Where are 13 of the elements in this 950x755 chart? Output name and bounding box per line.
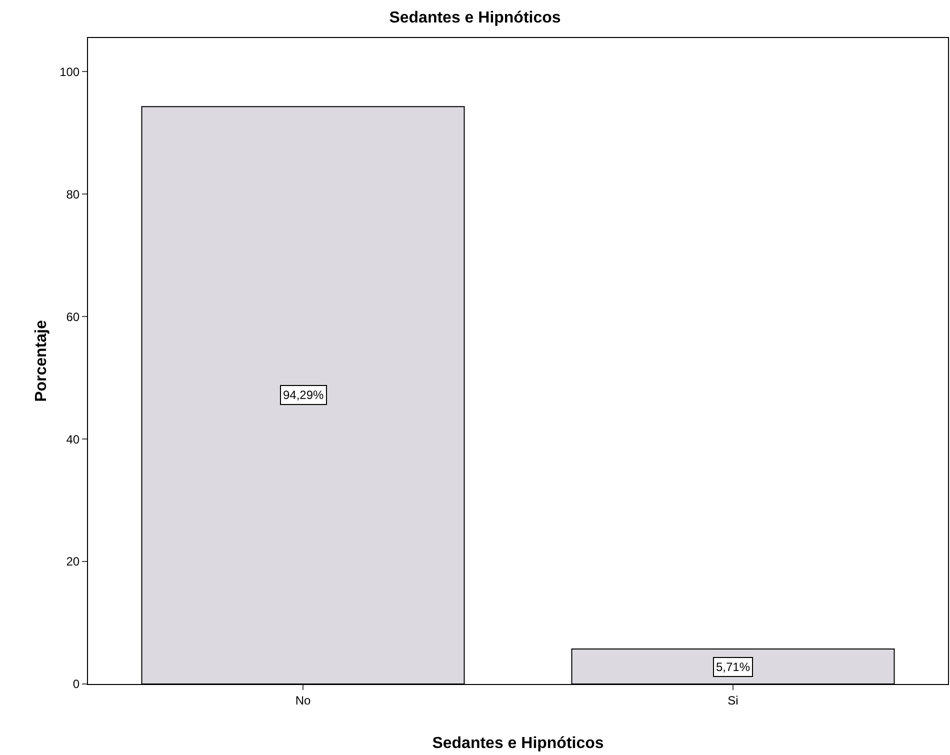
y-tick-label: 60 xyxy=(66,310,80,324)
y-tick-label: 100 xyxy=(60,64,80,79)
x-tick-label: No xyxy=(295,693,311,708)
y-axis-title: Porcentaje xyxy=(33,320,50,402)
y-tick-label: 40 xyxy=(66,432,80,446)
y-tick-label: 80 xyxy=(66,187,80,202)
y-tick-label: 20 xyxy=(66,554,80,569)
x-axis-title: Sedantes e Hipnóticos xyxy=(432,735,604,752)
data-label: 5,71% xyxy=(716,660,750,674)
data-label: 94,29% xyxy=(283,388,324,402)
x-tick-label: Si xyxy=(728,693,738,708)
chart-title: Sedantes e Hipnóticos xyxy=(389,10,561,27)
y-tick-label: 0 xyxy=(72,677,80,692)
